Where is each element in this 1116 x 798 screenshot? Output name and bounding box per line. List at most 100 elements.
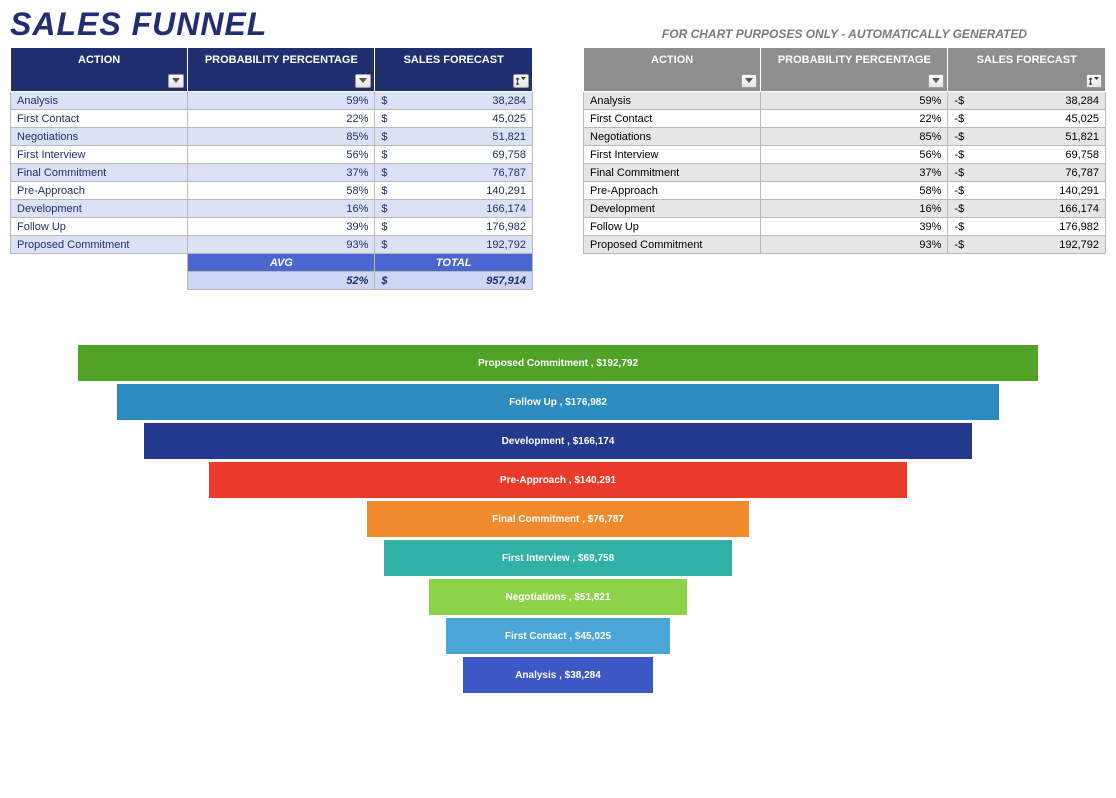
cell-forecast: $45,025 [375,110,533,128]
table-row: First Interview56%$69,758 [11,146,533,164]
cell-action: Final Commitment [11,164,188,182]
funnel-bar: Follow Up , $176,982 [117,384,998,420]
funnel-bar: First Interview , $69,758 [384,540,731,576]
left-table: ACTION PROBABILITY PERCENTAGE SALES FORECA… [10,47,533,290]
cell-forecast: -$38,284 [948,92,1106,110]
table-row: Proposed Commitment93%$192,792 [11,236,533,254]
cell-probability: 22% [188,110,375,128]
table-row: First Interview56%-$69,758 [584,146,1106,164]
right-table: ACTION PROBABILITY PERCENTAGE SALES FORECA… [583,47,1106,254]
funnel-bar-label: Follow Up , $176,982 [509,397,607,408]
cell-probability: 37% [761,164,948,182]
cell-probability: 58% [188,182,375,200]
header-label: SALES FORECAST [977,54,1077,66]
cell-probability: 85% [188,128,375,146]
left-table-wrap: ACTION PROBABILITY PERCENTAGE SALES FORECA… [10,47,533,290]
summary-header-row: AVGTOTAL [11,254,533,272]
table-row: Pre-Approach58%-$140,291 [584,182,1106,200]
cell-probability: 16% [761,200,948,218]
avg-value: 52% [188,272,375,290]
cell-action: Proposed Commitment [584,236,761,254]
header-label: PROBABILITY PERCENTAGE [205,54,358,66]
funnel-bar: First Contact , $45,025 [446,618,670,654]
funnel-bar-label: First Interview , $69,758 [502,553,614,564]
table-row: Development16%-$166,174 [584,200,1106,218]
table-row: Negotiations85%-$51,821 [584,128,1106,146]
cell-forecast: -$51,821 [948,128,1106,146]
summary-value-row: 52%$957,914 [11,272,533,290]
cell-probability: 59% [761,92,948,110]
filter-dropdown-icon[interactable] [355,74,371,88]
funnel-bar-label: Proposed Commitment , $192,792 [478,358,638,369]
cell-probability: 59% [188,92,375,110]
sort-asc-icon[interactable] [513,74,529,88]
cell-probability: 56% [188,146,375,164]
column-header-action: ACTION [584,48,761,92]
cell-forecast: $140,291 [375,182,533,200]
column-header-probability: PROBABILITY PERCENTAGE [188,48,375,92]
header-label: SALES FORECAST [404,54,504,66]
table-row: Development16%$166,174 [11,200,533,218]
cell-action: Final Commitment [584,164,761,182]
cell-forecast: $176,982 [375,218,533,236]
funnel-bar-label: Development , $166,174 [502,436,615,447]
funnel-bar: Final Commitment , $76,787 [367,501,749,537]
cell-action: Follow Up [11,218,188,236]
cell-action: First Interview [11,146,188,164]
cell-probability: 85% [761,128,948,146]
cell-action: Proposed Commitment [11,236,188,254]
funnel-bar-label: First Contact , $45,025 [505,631,611,642]
cell-forecast: $192,792 [375,236,533,254]
cell-probability: 93% [188,236,375,254]
cell-forecast: -$45,025 [948,110,1106,128]
cell-forecast: -$140,291 [948,182,1106,200]
table-row: Follow Up39%$176,982 [11,218,533,236]
cell-action: Negotiations [584,128,761,146]
table-row: First Contact22%-$45,025 [584,110,1106,128]
header-label: PROBABILITY PERCENTAGE [778,54,931,66]
cell-action: First Contact [584,110,761,128]
cell-forecast: $38,284 [375,92,533,110]
cell-forecast: -$192,792 [948,236,1106,254]
cell-action: Analysis [11,92,188,110]
cell-action: Pre-Approach [584,182,761,200]
cell-forecast: -$69,758 [948,146,1106,164]
column-header-probability: PROBABILITY PERCENTAGE [761,48,948,92]
cell-action: Development [584,200,761,218]
table-row: Pre-Approach58%$140,291 [11,182,533,200]
funnel-bar: Analysis , $38,284 [463,657,654,693]
funnel-chart: Proposed Commitment , $192,792 Follow Up … [0,345,1116,693]
cell-action: First Interview [584,146,761,164]
funnel-bar: Development , $166,174 [144,423,971,459]
right-table-wrap: FOR CHART PURPOSES ONLY - AUTOMATICALLY … [583,47,1106,290]
cell-forecast: $69,758 [375,146,533,164]
cell-forecast: -$76,787 [948,164,1106,182]
cell-forecast: -$176,982 [948,218,1106,236]
cell-probability: 22% [761,110,948,128]
funnel-bar-label: Analysis , $38,284 [515,670,601,681]
table-row: Final Commitment37%$76,787 [11,164,533,182]
avg-label: AVG [188,254,375,272]
filter-dropdown-icon[interactable] [928,74,944,88]
funnel-bar-label: Final Commitment , $76,787 [492,514,624,525]
cell-forecast: $51,821 [375,128,533,146]
column-header-forecast: SALES FORECAST [948,48,1106,92]
cell-action: Negotiations [11,128,188,146]
table-row: First Contact22%$45,025 [11,110,533,128]
sort-asc-icon[interactable] [1086,74,1102,88]
cell-probability: 39% [188,218,375,236]
filter-dropdown-icon[interactable] [168,74,184,88]
cell-probability: 37% [188,164,375,182]
cell-probability: 16% [188,200,375,218]
cell-probability: 93% [761,236,948,254]
filter-dropdown-icon[interactable] [741,74,757,88]
column-header-action: ACTION [11,48,188,92]
total-label: TOTAL [375,254,533,272]
header-label: ACTION [651,54,693,66]
total-value: $957,914 [375,272,533,290]
funnel-bar-label: Negotiations , $51,821 [505,592,610,603]
table-row: Follow Up39%-$176,982 [584,218,1106,236]
cell-action: Pre-Approach [11,182,188,200]
table-row: Final Commitment37%-$76,787 [584,164,1106,182]
funnel-bar: Proposed Commitment , $192,792 [78,345,1038,381]
